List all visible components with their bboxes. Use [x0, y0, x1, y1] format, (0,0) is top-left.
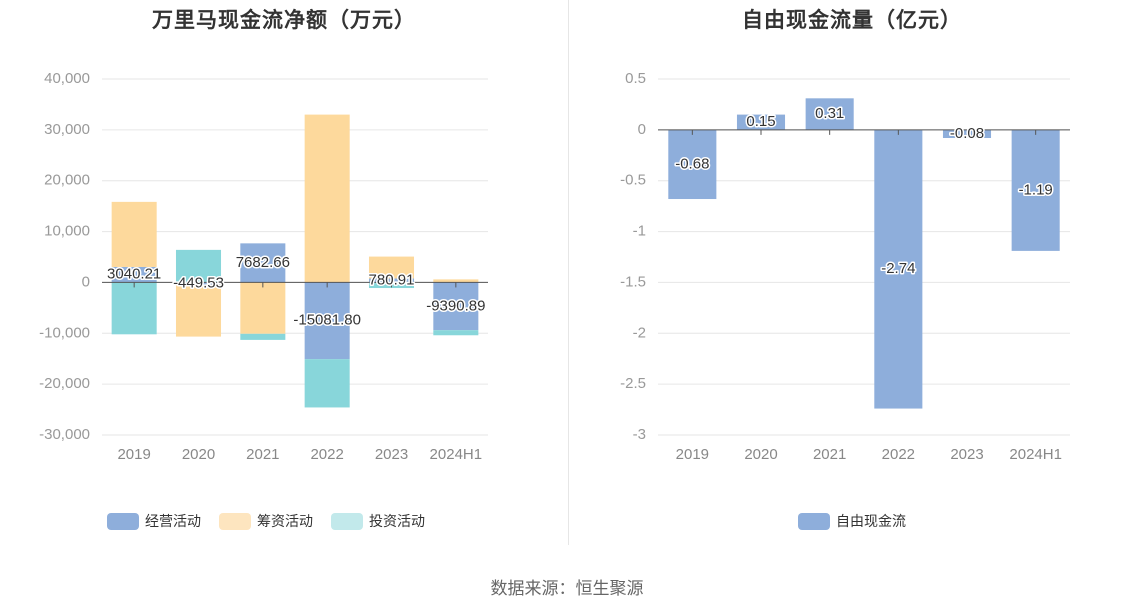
legend-item[interactable]: 经营活动 [107, 511, 201, 531]
cashflow-legend: 经营活动 筹资活动 投资活动 [107, 511, 425, 531]
panel-divider [568, 0, 569, 545]
data-label: -9390.89 [426, 297, 485, 314]
x-tick-label: 2024H1 [430, 446, 483, 463]
legend-item[interactable]: 投资活动 [331, 511, 425, 531]
x-tick-label: 2019 [117, 446, 150, 463]
legend-label: 自由现金流 [836, 513, 906, 529]
y-tick-label: 40,000 [44, 70, 90, 87]
y-tick-label: 10,000 [44, 223, 90, 240]
x-tick-label: 2021 [813, 446, 846, 463]
bar [175, 249, 222, 283]
y-tick-label: -1 [633, 223, 646, 240]
x-tick-label: 2023 [375, 446, 408, 463]
y-tick-label: -20,000 [39, 375, 90, 392]
y-tick-label: -10,000 [39, 324, 90, 341]
bar [368, 256, 415, 279]
x-tick-label: 2021 [246, 446, 279, 463]
legend-label: 筹资活动 [257, 513, 313, 529]
bar [111, 282, 157, 335]
legend-label: 经营活动 [145, 513, 201, 529]
x-tick-label: 2020 [182, 446, 215, 463]
bar [304, 359, 350, 408]
free-cashflow-chart-panel: 自由现金流量（亿元） 0.5 0 -0.5 -1 -1.5 -2 -2.5 -3 2019 202… [570, 0, 1134, 545]
y-tick-label: -0.5 [620, 172, 646, 189]
bar [175, 284, 222, 337]
data-label: 3040.21 [107, 266, 161, 283]
bar [304, 114, 350, 283]
cashflow-chart-title: 万里马现金流净额（万元） [152, 9, 416, 32]
legend-swatch [219, 512, 251, 530]
bar [736, 114, 786, 130]
legend-swatch [107, 512, 139, 530]
x-tick-label: 2020 [744, 446, 777, 463]
bar [433, 282, 479, 331]
x-tick-label: 2024H1 [1009, 446, 1062, 463]
bar [240, 243, 286, 283]
y-tick-label: 0 [638, 121, 646, 138]
data-label: 0.15 [746, 113, 775, 130]
cashflow-net-chart-panel: 万里马现金流净额（万元） 40,000 30,000 20,000 10,000 0 -1… [0, 0, 568, 545]
data-label: 0.31 [815, 105, 844, 122]
y-tick-label: -3 [633, 426, 646, 443]
legend-item[interactable]: 自由现金流 [798, 511, 906, 531]
y-tick-label: 30,000 [44, 121, 90, 138]
data-label: -1.19 [1019, 181, 1053, 198]
y-tick-label: -30,000 [39, 426, 90, 443]
free-cashflow-chart: 0.5 0 -0.5 -1 -1.5 -2 -2.5 -3 2019 2020 2021 2022 20… [620, 70, 1070, 463]
bar [111, 201, 157, 267]
bar [874, 129, 923, 409]
y-tick-label: -2 [633, 324, 646, 341]
data-label: 7682.66 [236, 254, 290, 271]
y-tick-label: 0 [82, 273, 90, 290]
free-cashflow-chart-title: 自由现金流量（亿元） [742, 9, 962, 32]
bar [111, 266, 157, 283]
x-tick-label: 2022 [882, 446, 915, 463]
bar [368, 278, 415, 283]
bar [304, 282, 350, 360]
data-label: -2.74 [881, 260, 915, 277]
data-label: -15081.80 [293, 312, 361, 329]
legend-item[interactable]: 筹资活动 [219, 511, 313, 531]
data-label: -449.53 [173, 275, 224, 292]
y-tick-label: -2.5 [620, 375, 646, 392]
y-tick-label: 20,000 [44, 172, 90, 189]
y-tick-label: -1.5 [620, 273, 646, 290]
bar [805, 98, 854, 130]
legend-swatch [331, 512, 363, 530]
legend-swatch [798, 512, 830, 530]
x-tick-label: 2019 [676, 446, 709, 463]
bar [240, 282, 286, 334]
data-label: 780.91 [369, 271, 415, 288]
data-source-note: 数据来源：恒生聚源 [490, 579, 644, 598]
bar [1011, 129, 1060, 251]
data-label: -0.68 [675, 155, 709, 172]
x-tick-label: 2023 [950, 446, 983, 463]
free-cashflow-legend: 自由现金流 [798, 511, 906, 531]
bar [668, 129, 717, 200]
bar [240, 333, 286, 340]
bar [433, 279, 479, 283]
data-label: -0.08 [950, 125, 984, 142]
bar [433, 330, 479, 336]
y-tick-label: 0.5 [625, 70, 646, 87]
cashflow-net-chart: 40,000 30,000 20,000 10,000 0 -10,000 -20,000 -… [39, 70, 488, 463]
legend-label: 投资活动 [369, 513, 425, 529]
x-tick-label: 2022 [310, 446, 343, 463]
